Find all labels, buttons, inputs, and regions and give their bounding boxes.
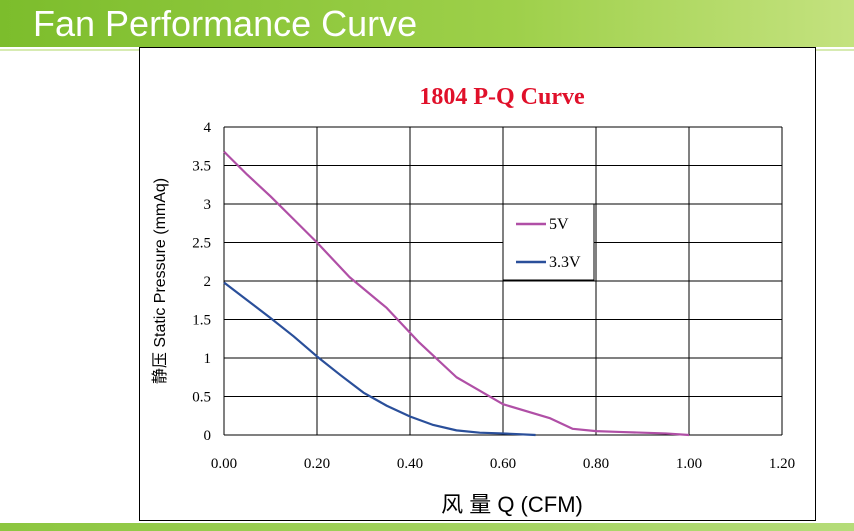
x-axis-label: 风 量 Q (CFM) [441,492,583,517]
x-tick-label: 1.20 [769,456,795,472]
y-tick-label: 2 [204,274,212,290]
x-tick-label: 0.40 [397,456,423,472]
chart-title: 1804 P-Q Curve [419,84,585,110]
y-tick-label: 2.5 [192,236,211,252]
x-tick-label: 0.60 [490,456,516,472]
page-title: Fan Performance Curve [33,3,418,44]
y-axis-label: 静压 Static Pressure (mmAq) [151,178,169,384]
y-tick-label: 4 [204,120,212,136]
legend-label: 3.3V [549,254,581,271]
chart-legend: 5V 3.3V [502,203,595,281]
series-line-3v3 [223,281,536,437]
y-tick-label: 3.5 [192,159,211,175]
y-tick-labels: 0 0.5 1 1.5 2 2.5 3 3.5 4 [192,120,211,444]
footer-bar [0,523,854,531]
x-tick-label: 0.00 [211,456,237,472]
x-tick-label: 0.20 [304,456,330,472]
header-bar [0,0,854,47]
y-tick-label: 0.5 [192,390,211,406]
chart-frame [139,47,816,521]
x-tick-label: 0.80 [583,456,609,472]
y-tick-label: 1 [204,351,212,367]
legend-label: 5V [549,216,569,233]
chart-grid [223,126,783,436]
y-tick-label: 3 [204,197,212,213]
x-tick-labels: 0.00 0.20 0.40 0.60 0.80 1.00 1.20 [211,456,795,472]
y-tick-label: 1.5 [192,313,211,329]
y-tick-label: 0 [204,428,212,444]
series-line-5v [223,150,690,437]
chart-series [223,150,690,437]
x-tick-label: 1.00 [676,456,702,472]
legend-box [502,203,595,281]
